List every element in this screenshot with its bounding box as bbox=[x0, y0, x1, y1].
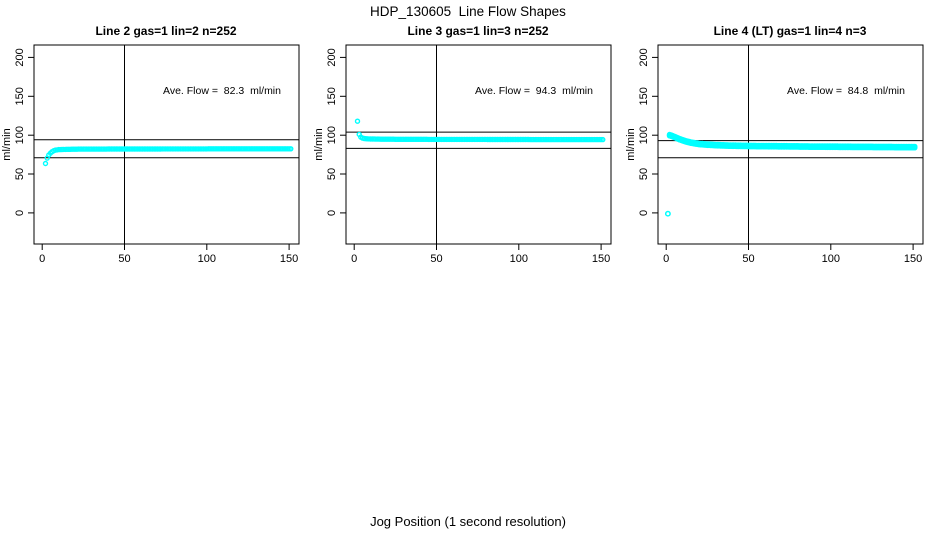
figure-title: HDP_130605 Line Flow Shapes bbox=[370, 4, 566, 19]
svg-text:0: 0 bbox=[663, 253, 669, 265]
svg-text:0: 0 bbox=[351, 253, 357, 265]
svg-text:50: 50 bbox=[118, 253, 130, 265]
panel-line-3: 0 50 100 150 0 50 100 150 200 ml/min Line 3 gas=1… bbox=[312, 0, 624, 270]
panel-line-2: 0 50 100 150 0 50 100 150 200 ml/min Line 2 gas=1… bbox=[0, 0, 312, 270]
svg-text:200: 200 bbox=[326, 48, 338, 66]
svg-text:100: 100 bbox=[638, 126, 650, 144]
svg-text:50: 50 bbox=[742, 253, 754, 265]
panel-title: Line 2 gas=1 lin=2 n=252 bbox=[95, 24, 237, 38]
svg-text:150: 150 bbox=[904, 253, 922, 265]
ave-flow-annotation: Ave. Flow = 82.3 ml/min bbox=[163, 85, 281, 97]
svg-text:100: 100 bbox=[326, 126, 338, 144]
svg-text:150: 150 bbox=[326, 87, 338, 105]
svg-text:0: 0 bbox=[638, 210, 650, 216]
svg-text:100: 100 bbox=[14, 126, 26, 144]
svg-text:50: 50 bbox=[638, 168, 650, 180]
svg-text:200: 200 bbox=[638, 48, 650, 66]
svg-text:100: 100 bbox=[510, 253, 528, 265]
panel-line-4: 0 50 100 150 0 50 100 150 200 ml/min Line 4 (LT) … bbox=[624, 0, 936, 270]
scatter-plot-line-2: 0 50 100 150 0 50 100 150 200 ml/min bbox=[1, 44, 300, 265]
svg-text:50: 50 bbox=[326, 168, 338, 180]
svg-text:50: 50 bbox=[430, 253, 442, 265]
ave-flow-annotation: Ave. Flow = 94.3 ml/min bbox=[475, 85, 593, 97]
panel-title: Line 4 (LT) gas=1 lin=4 n=3 bbox=[713, 24, 867, 38]
svg-text:150: 150 bbox=[280, 253, 298, 265]
svg-text:ml/min: ml/min bbox=[1, 128, 13, 160]
x-axis-label: Jog Position (1 second resolution) bbox=[370, 514, 566, 529]
panel-title: Line 3 gas=1 lin=3 n=252 bbox=[407, 24, 549, 38]
svg-text:ml/min: ml/min bbox=[313, 128, 325, 160]
svg-text:150: 150 bbox=[592, 253, 610, 265]
ave-flow-annotation: Ave. Flow = 84.8 ml/min bbox=[787, 85, 905, 97]
scatter-plot-line-4: 0 50 100 150 0 50 100 150 200 ml/min bbox=[625, 44, 924, 265]
svg-text:100: 100 bbox=[198, 253, 216, 265]
svg-text:0: 0 bbox=[326, 210, 338, 216]
svg-text:ml/min: ml/min bbox=[625, 128, 637, 160]
svg-text:50: 50 bbox=[14, 168, 26, 180]
svg-text:200: 200 bbox=[14, 48, 26, 66]
svg-text:100: 100 bbox=[822, 253, 840, 265]
svg-text:0: 0 bbox=[39, 253, 45, 265]
svg-text:150: 150 bbox=[14, 87, 26, 105]
scatter-plot-line-3: 0 50 100 150 0 50 100 150 200 ml/min bbox=[313, 44, 612, 265]
svg-text:0: 0 bbox=[14, 210, 26, 216]
svg-text:150: 150 bbox=[638, 87, 650, 105]
